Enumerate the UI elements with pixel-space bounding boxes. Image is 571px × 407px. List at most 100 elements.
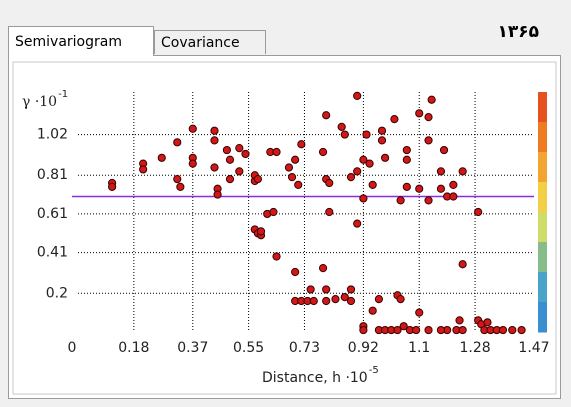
y-tick-label: 0.41 [37, 245, 68, 261]
point [424, 113, 433, 122]
point [346, 296, 356, 306]
point [309, 296, 318, 306]
point [449, 180, 458, 190]
y-tick-label: 0.2 [46, 285, 68, 301]
point [415, 308, 424, 317]
point [337, 122, 346, 131]
point [188, 159, 197, 168]
x-tick-label: 0.18 [118, 340, 149, 356]
point [374, 294, 383, 304]
point [415, 109, 424, 118]
point [365, 159, 374, 168]
point [176, 182, 185, 191]
color-bar-segment [538, 182, 547, 213]
point [318, 264, 328, 273]
point [225, 155, 235, 164]
color-bar-segment [538, 242, 547, 273]
plot-frame [12, 61, 557, 395]
point [402, 155, 411, 164]
point [362, 130, 371, 139]
point [346, 173, 356, 182]
point [498, 325, 508, 335]
point [396, 196, 405, 205]
x-tick-label: 0.55 [233, 340, 264, 356]
point [458, 325, 467, 335]
point [346, 285, 356, 294]
point [241, 149, 250, 159]
point [325, 207, 334, 217]
point [188, 124, 197, 133]
point [306, 285, 315, 294]
point [157, 153, 166, 162]
point [402, 145, 411, 155]
x-tick-label: 0.73 [289, 340, 320, 356]
point [353, 167, 362, 176]
point [368, 180, 377, 190]
point [235, 144, 244, 153]
point [474, 207, 483, 217]
point [173, 138, 182, 147]
x-axis-exponent: -5 [369, 365, 379, 376]
point [325, 178, 334, 188]
point [415, 184, 424, 193]
point [272, 147, 281, 157]
color-bar-segment [538, 122, 547, 153]
x-tick-label: 0.92 [348, 340, 379, 356]
point [318, 147, 328, 157]
point [210, 163, 219, 172]
point [483, 318, 492, 327]
point [427, 95, 436, 104]
point [359, 325, 368, 335]
point [213, 190, 222, 199]
tab-semivariogram[interactable]: Semivariogram [8, 26, 154, 56]
point [396, 294, 405, 304]
point [449, 192, 458, 201]
point [377, 126, 387, 135]
point [173, 174, 182, 184]
point [322, 111, 331, 120]
point [225, 174, 235, 184]
color-bar-segment [538, 302, 547, 333]
point [353, 219, 362, 228]
point [458, 260, 467, 269]
point [322, 285, 331, 294]
x-tick-label: 1.1 [408, 340, 430, 356]
y-tick-label: 0.61 [37, 206, 68, 222]
y-axis-label: γ ·10 [22, 94, 57, 110]
point [424, 136, 433, 145]
y-tick-label: 1.02 [37, 127, 68, 143]
point [139, 165, 148, 174]
point [455, 316, 464, 325]
color-bar-segment [538, 92, 547, 123]
point [508, 325, 517, 335]
point [222, 145, 231, 155]
point [284, 163, 294, 172]
point [359, 194, 368, 203]
x-tick-label: 0 [68, 340, 77, 356]
point [436, 184, 446, 193]
y-tick-label: 0.81 [37, 167, 68, 183]
tab-covariance[interactable]: Covariance [154, 30, 266, 54]
point [517, 325, 526, 335]
point [399, 322, 408, 331]
point [287, 173, 297, 182]
point [294, 180, 303, 190]
point [322, 296, 331, 306]
x-axis-label: Distance, h ·10 [262, 370, 368, 386]
point [210, 126, 219, 135]
point [235, 167, 244, 176]
point [256, 227, 266, 236]
point [272, 252, 281, 261]
point [439, 145, 449, 155]
point [291, 267, 300, 277]
point [390, 114, 399, 124]
x-tick-label: 1.47 [518, 340, 549, 356]
header-number: ۱۳۶۵ [497, 22, 539, 42]
point [297, 140, 306, 149]
point [412, 325, 421, 335]
point [291, 155, 300, 164]
point [353, 91, 362, 100]
point [359, 155, 368, 164]
